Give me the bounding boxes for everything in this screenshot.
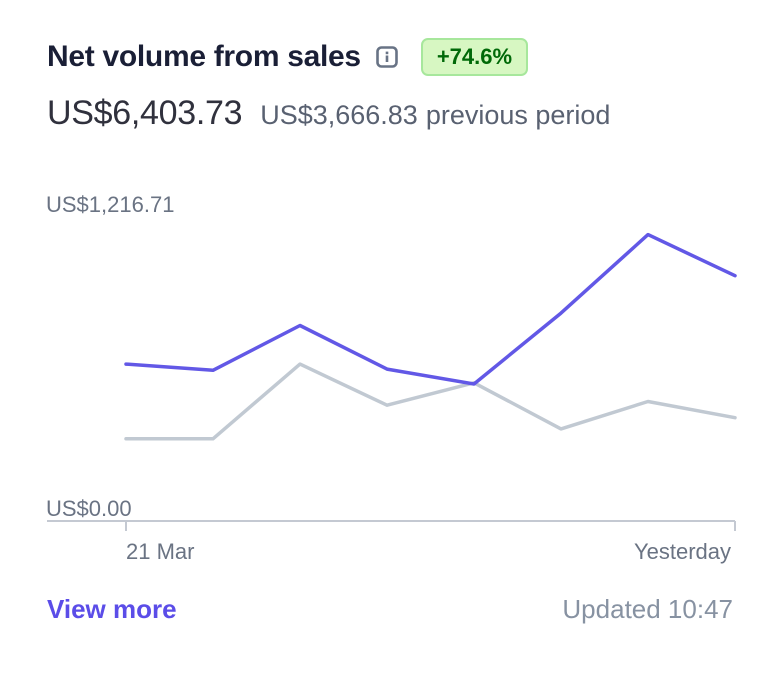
y-tick-label-max: US$1,216.71	[46, 192, 174, 217]
card-header: Net volume from sales +74.6%	[47, 34, 529, 80]
y-tick-label-min: US$0.00	[46, 496, 132, 521]
view-more-link[interactable]: View more	[47, 594, 177, 624]
previous-period-label: previous period	[425, 100, 611, 130]
info-icon[interactable]	[375, 45, 399, 69]
x-tick-label-end: Yesterday	[634, 539, 731, 564]
previous-value: US$3,666.83	[260, 100, 418, 130]
change-badge: +74.6%	[420, 38, 529, 76]
current-value: US$6,403.73	[47, 94, 243, 132]
values-row: US$6,403.73 US$3,666.83 previous period	[47, 94, 610, 133]
x-tick-label-start: 21 Mar	[126, 539, 194, 564]
info-icon-glyph	[376, 46, 398, 68]
updated-timestamp: Updated 10:47	[562, 594, 733, 624]
card-title: Net volume from sales	[47, 40, 361, 73]
series-line-previous	[124, 362, 737, 441]
line-chart: US$1,216.71 US$0.00 21 Mar Yesterday	[46, 192, 737, 564]
series-line-current	[124, 232, 737, 386]
